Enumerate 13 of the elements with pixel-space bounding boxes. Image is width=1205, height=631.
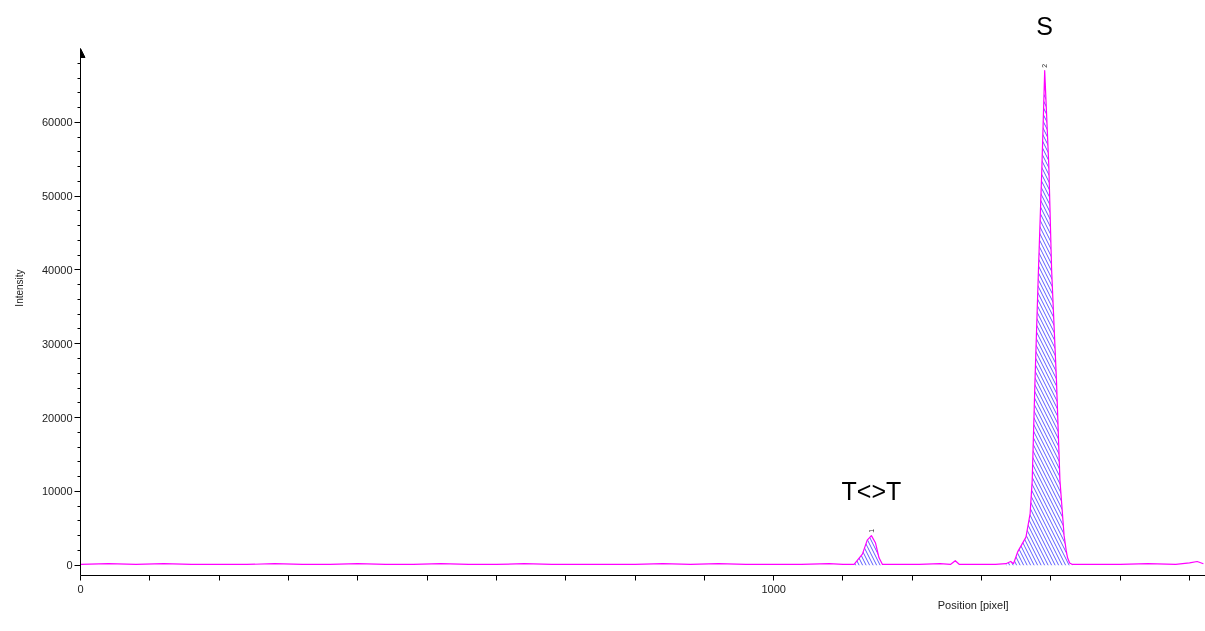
line-series (80, 70, 1205, 566)
y-tick-label: 0 (66, 559, 73, 572)
y-tick-label: 50000 (41, 190, 73, 203)
annotation: T<>T (841, 476, 902, 505)
annotation: S (1036, 11, 1054, 40)
y-tick-label: 40000 (41, 263, 73, 276)
x-axis-title: Position [pixel] (937, 598, 1009, 611)
y-tick-label: 20000 (41, 411, 73, 424)
x-tick-label: 1000 (761, 582, 786, 595)
y-tick-label: 60000 (41, 116, 73, 129)
y-tick-label: 30000 (41, 337, 73, 350)
y-axis-title: Intensity (13, 269, 25, 307)
y-tick-label: 10000 (41, 485, 73, 498)
